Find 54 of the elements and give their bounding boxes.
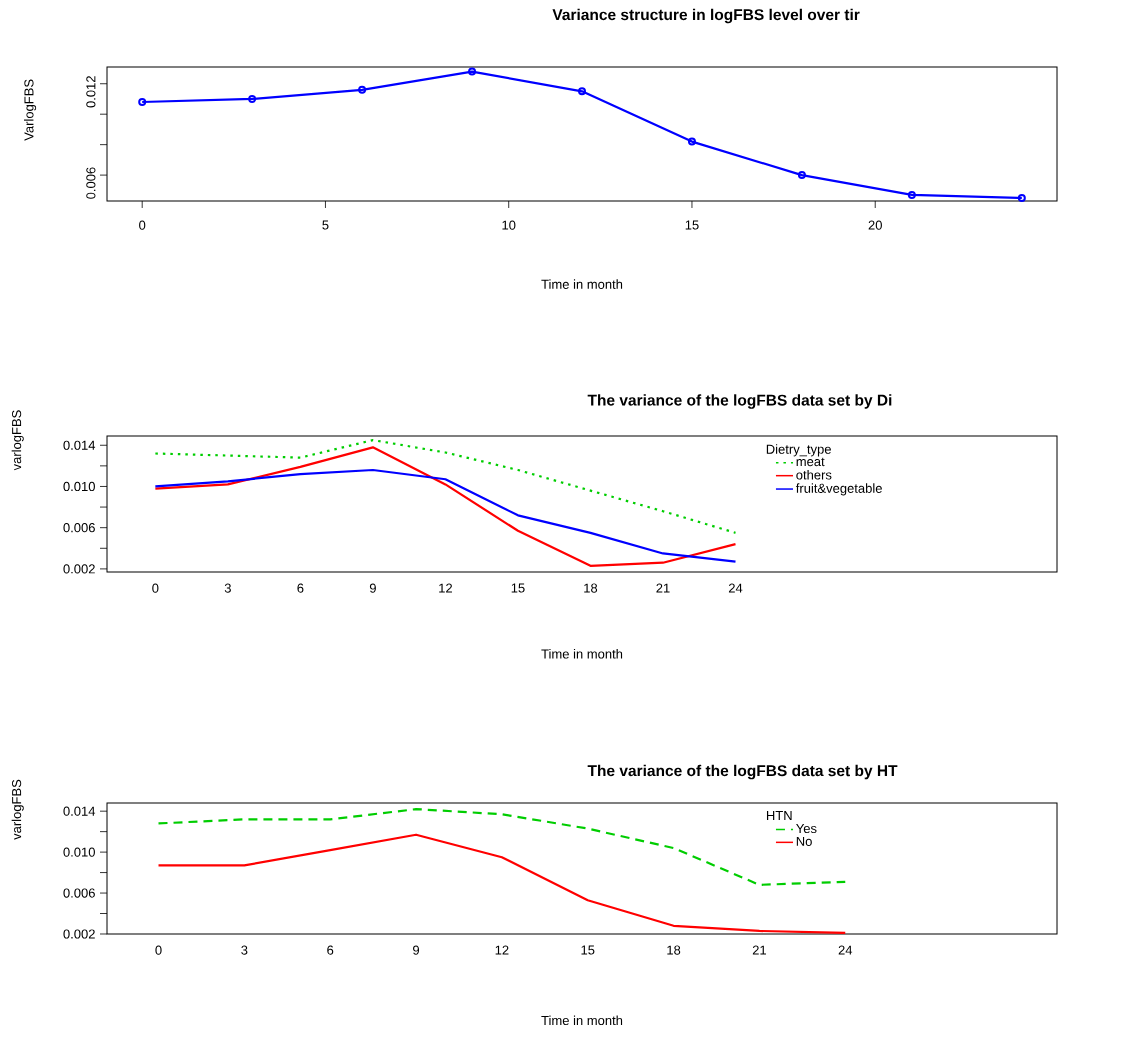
- x-tick-label: 9: [369, 583, 376, 593]
- x-tick-label: 0: [155, 945, 162, 955]
- x-tick-label: 15: [685, 220, 699, 230]
- y-tick-label: 0.014: [63, 440, 96, 450]
- x-tick-label: 6: [297, 583, 304, 593]
- x-tick-label: 15: [511, 583, 525, 593]
- x-tick-label: 0: [152, 583, 159, 593]
- y-tick-label: 0.010: [63, 481, 95, 492]
- y-tick-label: 0.002: [63, 929, 95, 939]
- x-tick-label: 6: [327, 945, 334, 955]
- x-tick-label: 12: [439, 583, 452, 593]
- y-tick-label: 0.006: [63, 523, 95, 533]
- x-tick-label: 18: [584, 583, 598, 593]
- x-tick-label: 24: [838, 945, 853, 955]
- line-series: [157, 833, 847, 934]
- legend-title: HTN: [766, 811, 792, 821]
- y-tick-label: 0.010: [63, 847, 95, 857]
- x-axis-title: Time in month: [541, 1015, 623, 1026]
- chart-title: The variance of the logFBS data set by Di: [587, 394, 892, 409]
- x-tick-label: 24: [728, 583, 743, 593]
- x-tick-label: 3: [224, 583, 231, 593]
- chart-title: Variance structure in logFBS level over tir: [552, 8, 860, 24]
- legend-label: No: [796, 836, 812, 846]
- x-tick-label: 0: [139, 220, 146, 230]
- x-tick-label: 18: [667, 945, 681, 955]
- legend-label: meat: [796, 457, 825, 467]
- x-tick-label: 21: [656, 583, 670, 593]
- legend-label: others: [796, 469, 832, 480]
- line-series: [157, 808, 847, 886]
- x-tick-label: 20: [868, 220, 882, 230]
- x-tick-label: 5: [322, 220, 329, 230]
- x-tick-label: 10: [502, 220, 516, 230]
- y-axis-title: varlogFBS: [11, 779, 24, 840]
- x-tick-label: 3: [241, 945, 248, 955]
- legend-label: fruit&vegetable: [795, 483, 882, 496]
- x-axis-title: Time in month: [541, 649, 623, 659]
- line-series: [154, 446, 737, 567]
- line-series: [154, 439, 737, 534]
- x-tick-label: 15: [581, 945, 595, 955]
- x-tick-label: 9: [413, 945, 420, 955]
- y-tick-label: 0.014: [63, 806, 96, 816]
- legend-title: Dietry_type: [766, 444, 831, 457]
- line-series: [154, 468, 737, 563]
- x-tick-label: 12: [495, 945, 509, 955]
- x-tick-label: 21: [752, 945, 767, 955]
- y-tick-label: 0.006: [86, 167, 96, 199]
- y-tick-label: 0.002: [63, 564, 95, 574]
- legend-label: Yes: [796, 824, 817, 834]
- y-tick-label: 0.012: [86, 76, 96, 108]
- y-axis-title: VarlogFBS: [24, 79, 37, 141]
- x-axis-title: Time in month: [541, 279, 623, 289]
- y-tick-label: 0.006: [63, 888, 95, 898]
- y-axis-title: varlogFBS: [11, 410, 24, 471]
- chart-title: The variance of the logFBS data set by HT: [587, 764, 898, 780]
